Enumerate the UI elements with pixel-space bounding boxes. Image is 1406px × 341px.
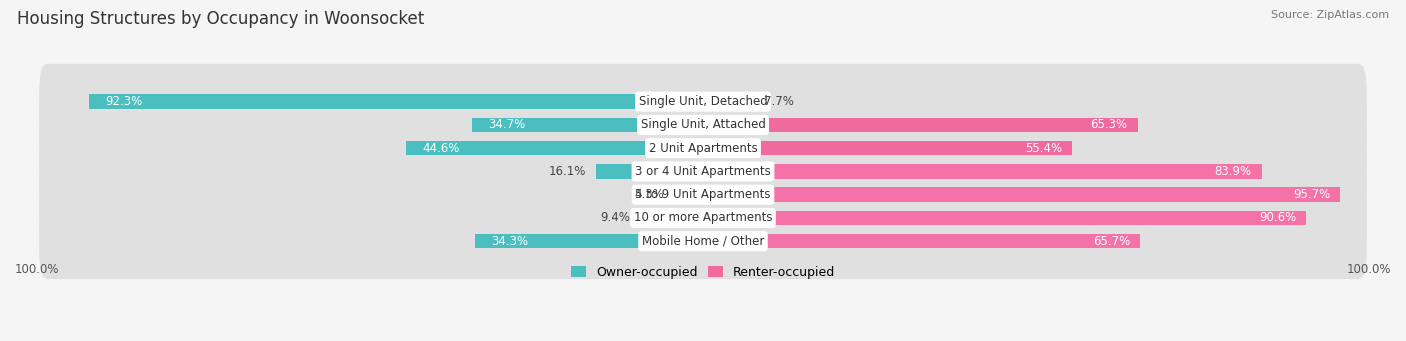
Text: 10 or more Apartments: 10 or more Apartments — [634, 211, 772, 224]
FancyBboxPatch shape — [39, 110, 1367, 186]
Bar — [89, 94, 703, 109]
Bar — [703, 234, 1140, 249]
Text: 3 or 4 Unit Apartments: 3 or 4 Unit Apartments — [636, 165, 770, 178]
Legend: Owner-occupied, Renter-occupied: Owner-occupied, Renter-occupied — [567, 261, 839, 284]
FancyBboxPatch shape — [39, 204, 1367, 279]
Bar — [472, 118, 703, 132]
FancyBboxPatch shape — [39, 157, 1367, 233]
Text: 2 Unit Apartments: 2 Unit Apartments — [648, 142, 758, 155]
Text: 4.3%: 4.3% — [634, 188, 665, 201]
Text: 65.3%: 65.3% — [1091, 118, 1128, 131]
Text: 83.9%: 83.9% — [1215, 165, 1251, 178]
Bar — [703, 118, 1137, 132]
Text: Housing Structures by Occupancy in Woonsocket: Housing Structures by Occupancy in Woons… — [17, 10, 425, 28]
Text: 34.7%: 34.7% — [489, 118, 526, 131]
Bar — [675, 188, 703, 202]
Bar — [640, 211, 703, 225]
FancyBboxPatch shape — [39, 134, 1367, 209]
FancyBboxPatch shape — [39, 64, 1367, 139]
Text: Single Unit, Detached: Single Unit, Detached — [638, 95, 768, 108]
FancyBboxPatch shape — [39, 180, 1367, 256]
Bar — [703, 164, 1261, 179]
Text: 7.7%: 7.7% — [765, 95, 794, 108]
Text: 5 to 9 Unit Apartments: 5 to 9 Unit Apartments — [636, 188, 770, 201]
Text: 9.4%: 9.4% — [600, 211, 630, 224]
Text: 55.4%: 55.4% — [1025, 142, 1062, 155]
Text: 95.7%: 95.7% — [1294, 188, 1330, 201]
Bar — [596, 164, 703, 179]
Text: 90.6%: 90.6% — [1258, 211, 1296, 224]
Text: Source: ZipAtlas.com: Source: ZipAtlas.com — [1271, 10, 1389, 20]
Text: Single Unit, Attached: Single Unit, Attached — [641, 118, 765, 131]
Text: 16.1%: 16.1% — [548, 165, 586, 178]
Bar — [475, 234, 703, 249]
Bar — [703, 141, 1071, 155]
Text: 65.7%: 65.7% — [1092, 235, 1130, 248]
Text: Mobile Home / Other: Mobile Home / Other — [641, 235, 765, 248]
Text: 92.3%: 92.3% — [105, 95, 142, 108]
Bar — [703, 94, 754, 109]
Bar — [406, 141, 703, 155]
Bar — [703, 188, 1340, 202]
Text: 44.6%: 44.6% — [423, 142, 460, 155]
Bar — [703, 211, 1306, 225]
Text: 34.3%: 34.3% — [491, 235, 529, 248]
FancyBboxPatch shape — [39, 87, 1367, 163]
